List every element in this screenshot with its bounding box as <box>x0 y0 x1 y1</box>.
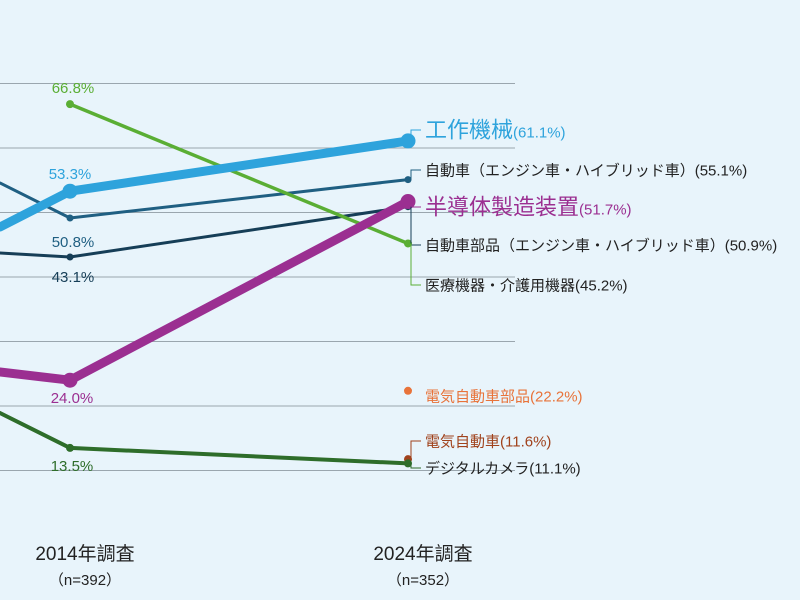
data-point-2014 <box>62 183 78 199</box>
series-label: 自動車部品（エンジン車・ハイブリッド車）(50.9%) <box>425 236 777 254</box>
leader-line <box>410 243 421 286</box>
series-label: 電気自動車部品(22.2%) <box>425 388 583 405</box>
series-label: 工作機械(61.1%) <box>425 118 566 143</box>
series-label: 自動車（エンジン車・ハイブリッド車）(55.1%) <box>425 161 747 179</box>
series-label: 半導体製造装置(51.7%) <box>425 195 632 220</box>
x-axis-sample-size: （n=352） <box>387 572 459 589</box>
series-label: 電気自動車(11.6%) <box>425 433 551 450</box>
data-point-2014 <box>62 372 78 388</box>
data-label-2014: 24.0% <box>51 390 94 407</box>
data-label-2014: 53.3% <box>49 166 92 183</box>
data-point-2014 <box>66 443 74 452</box>
series-line <box>68 102 410 246</box>
data-point-2024 <box>400 194 416 210</box>
data-label-2014: 66.8% <box>52 80 95 97</box>
data-point-2024 <box>404 386 412 395</box>
leader-line <box>410 169 421 180</box>
x-axis-label: 2024年調査 <box>373 543 472 565</box>
data-point-2024 <box>400 133 416 149</box>
data-label-2014: 50.8% <box>52 234 95 251</box>
data-point-2014 <box>66 100 74 109</box>
x-axis-sample-size: （n=392） <box>49 572 121 589</box>
leader-line <box>410 129 421 141</box>
data-point-2024 <box>404 176 412 184</box>
leader-line <box>410 463 421 469</box>
data-point-2024 <box>404 459 412 468</box>
data-point-2014 <box>66 253 74 261</box>
leader-line <box>410 440 421 460</box>
x-axis-label: 2014年調査 <box>35 543 134 565</box>
data-label-2014: 43.1% <box>52 269 95 286</box>
data-point-2024 <box>404 239 412 248</box>
series-label: 医療機器・介護用機器(45.2%) <box>425 277 628 294</box>
data-point-2014 <box>66 214 74 222</box>
series-line <box>0 197 413 385</box>
series-label: デジタルカメラ(11.1%) <box>425 459 581 477</box>
series-line <box>0 411 410 466</box>
data-label-2014: 13.5% <box>51 458 94 475</box>
